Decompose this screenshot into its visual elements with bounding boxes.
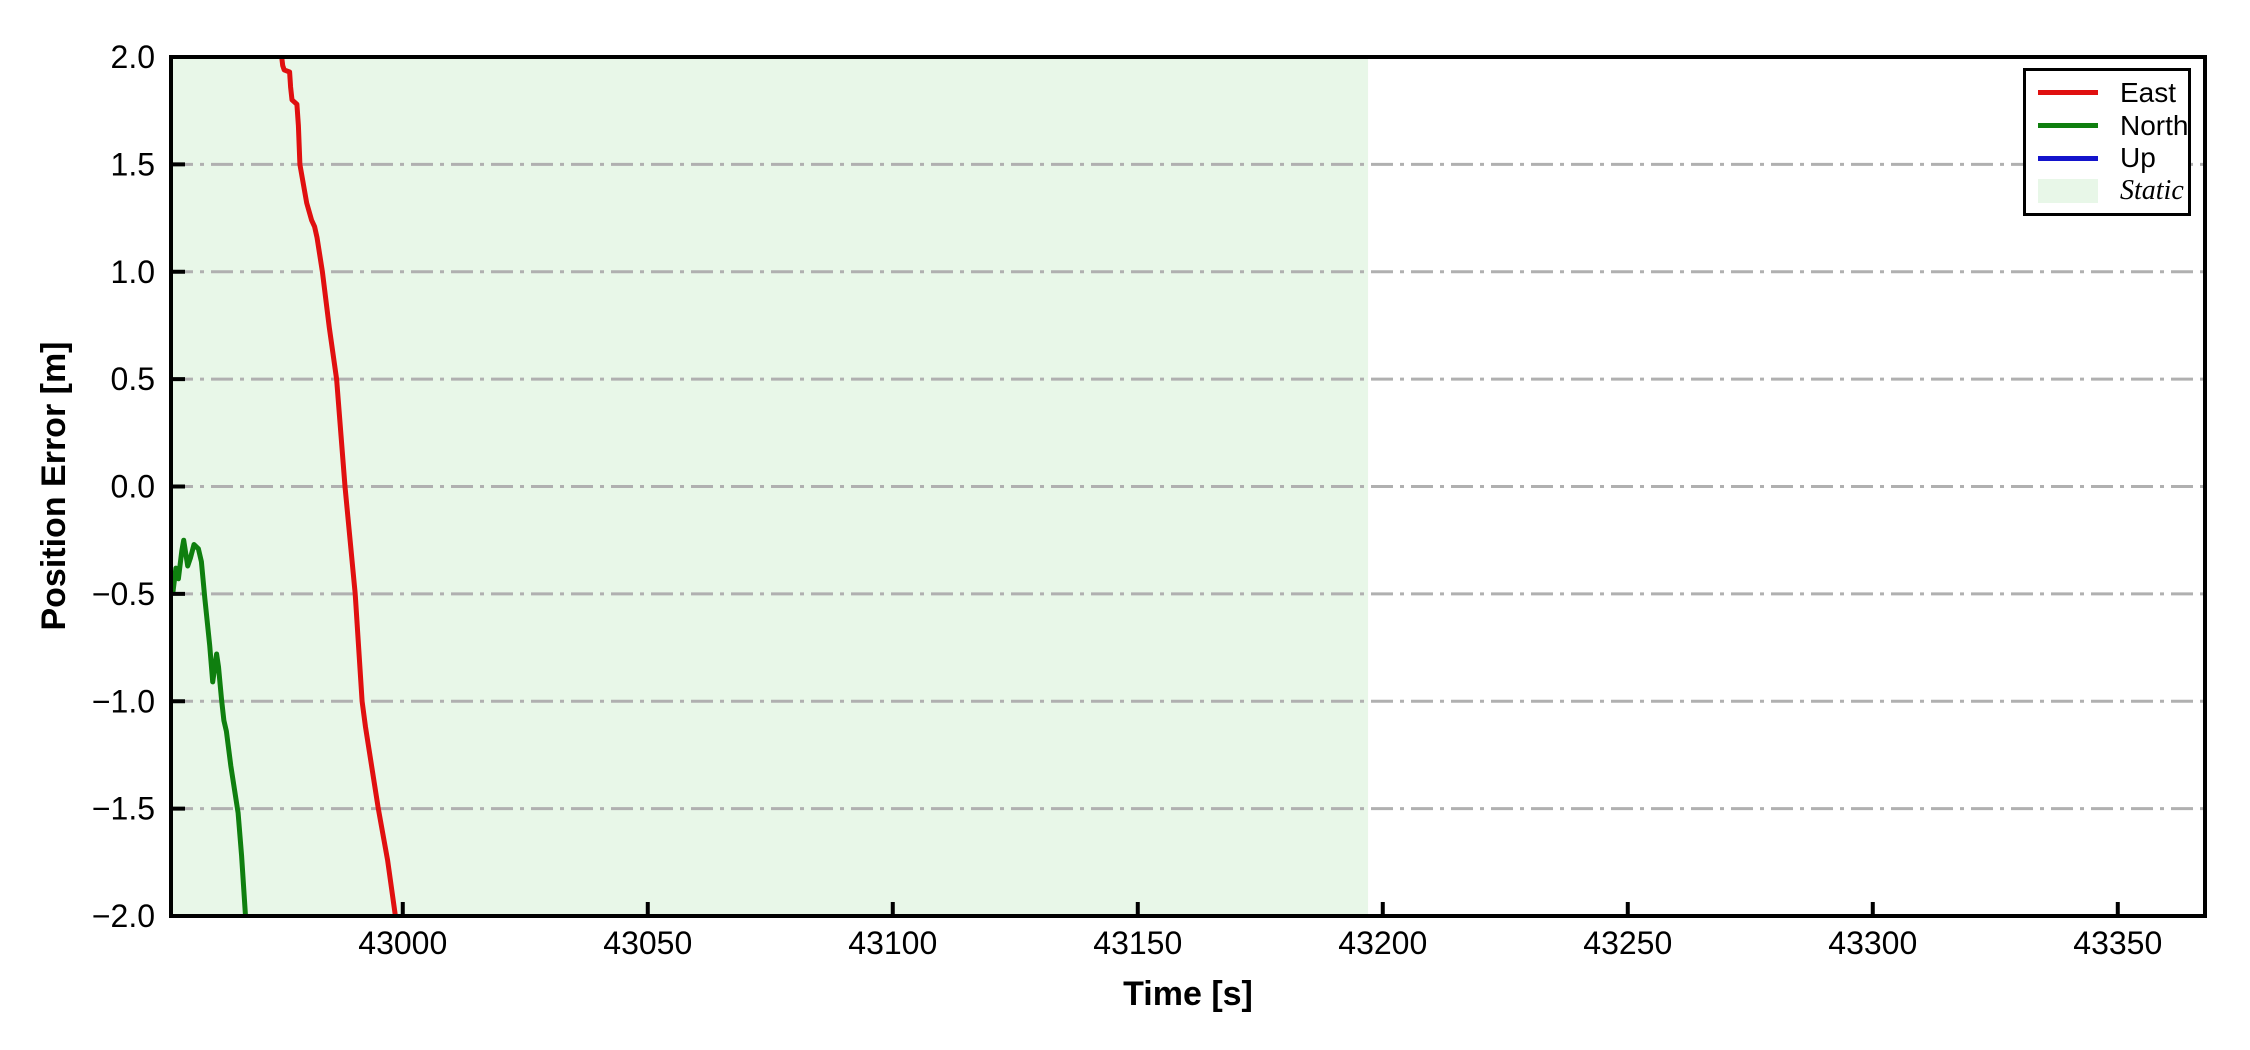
- east-line-swatch-icon: [2038, 90, 2098, 96]
- legend: East North Up Static: [2023, 68, 2191, 216]
- y-tick-label: −2.0: [92, 898, 155, 934]
- y-tick-label: 1.0: [111, 254, 155, 290]
- static-patch-swatch-icon: [2038, 179, 2098, 204]
- legend-item-static: Static: [2038, 176, 2184, 206]
- up-line-swatch-icon: [2038, 155, 2098, 161]
- legend-item-up: Up: [2038, 143, 2180, 173]
- series-north-line: [171, 537, 248, 916]
- legend-item-east: East: [2038, 78, 2180, 108]
- x-tick-label: 43150: [1093, 925, 1182, 961]
- legend-label-static: Static: [2120, 175, 2184, 207]
- x-tick-label: 43200: [1338, 925, 1427, 961]
- y-tick-label: 1.5: [111, 146, 155, 182]
- legend-label-east: East: [2120, 76, 2177, 108]
- y-axis-title: Position Error [m]: [35, 341, 73, 631]
- x-axis-title: Time [s]: [1123, 975, 1253, 1013]
- series-east-line: [279, 57, 398, 916]
- x-tick-label: 43050: [603, 925, 692, 961]
- north-line-swatch-icon: [2038, 123, 2098, 129]
- y-tick-label: −0.5: [92, 576, 155, 612]
- legend-label-north: North: [2120, 109, 2189, 141]
- x-tick-label: 43000: [358, 925, 447, 961]
- y-tick-label: 0.5: [111, 361, 155, 397]
- y-tick-label: −1.5: [92, 791, 155, 827]
- y-tick-label: −1.0: [92, 683, 155, 719]
- y-tick-label: 2.0: [111, 39, 155, 75]
- x-tick-label: 43300: [1828, 925, 1917, 961]
- y-tick-label: 0.0: [111, 469, 155, 505]
- legend-label-up: Up: [2120, 142, 2156, 174]
- x-tick-label: 43250: [1583, 925, 1672, 961]
- x-tick-label: 43100: [848, 925, 937, 961]
- x-tick-label: 43350: [2073, 925, 2162, 961]
- legend-item-north: North: [2038, 111, 2188, 141]
